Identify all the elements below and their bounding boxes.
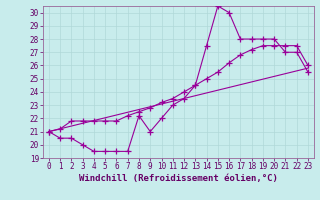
X-axis label: Windchill (Refroidissement éolien,°C): Windchill (Refroidissement éolien,°C) (79, 174, 278, 183)
